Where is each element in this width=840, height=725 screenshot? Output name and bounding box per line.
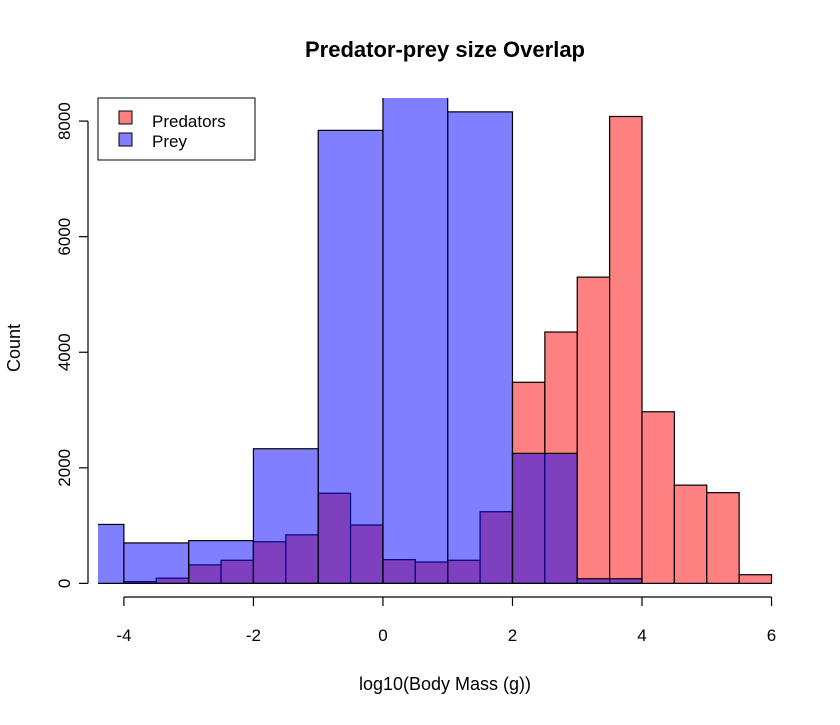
predators-bar — [738, 574, 773, 584]
legend-label-prey: Prey — [152, 132, 187, 151]
x-tick-label: 6 — [767, 626, 776, 645]
predators-bar — [641, 411, 675, 584]
predators-bar — [576, 276, 611, 584]
prey-bar — [382, 98, 449, 584]
x-axis-label: log10(Body Mass (g)) — [359, 674, 531, 694]
prey-bar — [576, 578, 643, 584]
x-tick-label: 2 — [508, 626, 517, 645]
predators-bar — [673, 484, 708, 584]
y-tick-label: 4000 — [55, 333, 74, 371]
x-tick-label: -2 — [246, 626, 261, 645]
legend-label-predators: Predators — [152, 112, 226, 131]
prey-bar — [317, 129, 384, 584]
predators-bar — [706, 492, 740, 584]
x-axis: -4 -2 0 2 4 6 — [116, 596, 776, 645]
prey-bar — [447, 111, 514, 584]
prey-bar — [252, 448, 319, 584]
y-tick-label: 2000 — [55, 449, 74, 487]
prey-bar — [123, 542, 190, 584]
x-tick-label: -4 — [116, 626, 131, 645]
legend-swatch-prey — [118, 132, 133, 147]
x-tick-label: 4 — [637, 626, 646, 645]
y-tick-label: 8000 — [55, 102, 74, 140]
prey-bar — [98, 523, 125, 584]
legend-swatch-predators — [118, 110, 133, 125]
y-tick-label: 0 — [55, 579, 74, 588]
predators-bar — [609, 115, 643, 584]
y-tick-label: 6000 — [55, 218, 74, 256]
prey-bar — [511, 452, 578, 584]
legend: Predators Prey — [97, 97, 256, 161]
y-axis-label: Count — [4, 324, 24, 372]
bars-layer — [98, 98, 773, 584]
chart-title: Predator-prey size Overlap — [305, 37, 585, 62]
prey-bar — [188, 540, 255, 584]
y-axis: 0 2000 4000 6000 8000 — [55, 102, 89, 588]
legend-box — [97, 97, 256, 161]
x-tick-label: 0 — [378, 626, 387, 645]
